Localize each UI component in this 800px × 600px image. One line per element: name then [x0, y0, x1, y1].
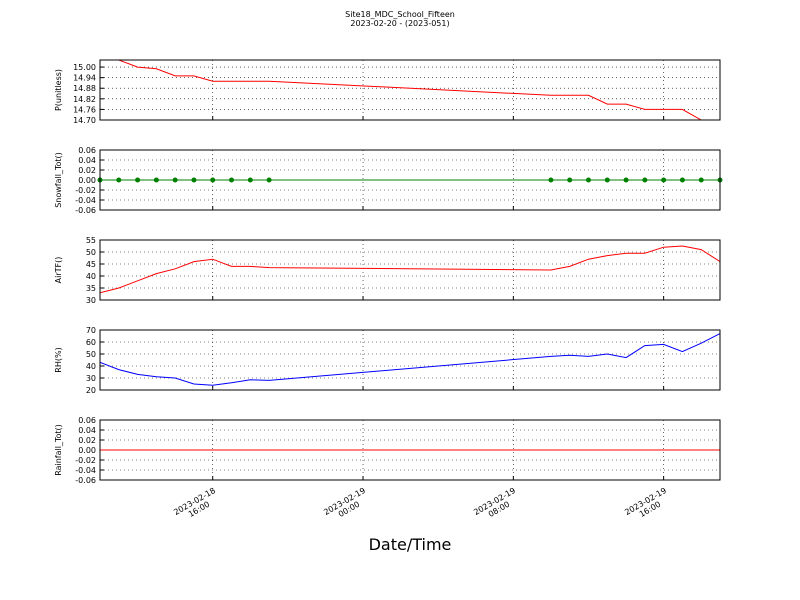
- y-tick-label: -0.06: [75, 206, 96, 215]
- y-tick-label: 0.02: [78, 166, 96, 175]
- data-point: [116, 177, 122, 183]
- data-point: [135, 177, 141, 183]
- y-tick-label: 14.82: [73, 95, 96, 104]
- y-tick-label: -0.04: [75, 466, 96, 475]
- y-tick-label: 45: [86, 260, 96, 269]
- data-point: [247, 177, 253, 183]
- data-point: [604, 177, 610, 183]
- y-tick-label: 0.00: [78, 446, 96, 455]
- y-tick-label: -0.02: [75, 456, 96, 465]
- y-tick-label: 0.00: [78, 176, 96, 185]
- chart-title: Site18_MDC_School_Fifteen: [345, 10, 455, 19]
- y-tick-label: 60: [86, 338, 96, 347]
- data-point: [642, 177, 648, 183]
- y-tick-label: 14.88: [73, 84, 96, 93]
- y-axis-label: Snowfall_Tot(): [54, 152, 63, 208]
- y-tick-label: 0.02: [78, 436, 96, 445]
- y-tick-label: 55: [86, 236, 96, 245]
- data-line: [100, 60, 720, 120]
- y-tick-label: 0.04: [78, 426, 96, 435]
- y-axis-label: P(unitless): [54, 69, 63, 111]
- data-point: [548, 177, 554, 183]
- data-point: [698, 177, 704, 183]
- y-tick-label: 14.94: [73, 74, 96, 83]
- data-point: [567, 177, 573, 183]
- data-line: [100, 333, 720, 386]
- y-tick-label: 14.76: [73, 105, 96, 114]
- data-point: [266, 177, 272, 183]
- y-axis-label: RH(%): [54, 347, 63, 372]
- y-tick-label: 14.70: [73, 116, 96, 125]
- y-tick-label: 15.00: [73, 63, 96, 72]
- y-tick-label: 70: [86, 326, 96, 335]
- y-tick-label: 40: [86, 272, 96, 281]
- data-point: [679, 177, 685, 183]
- y-axis-label: AirTF(): [54, 257, 63, 284]
- y-axis-label: Rainfall_Tot(): [54, 424, 63, 476]
- y-tick-label: 35: [86, 284, 96, 293]
- y-tick-label: 30: [86, 374, 96, 383]
- y-tick-label: 0.06: [78, 416, 96, 425]
- y-tick-label: 40: [86, 362, 96, 371]
- y-tick-label: -0.04: [75, 196, 96, 205]
- y-tick-label: 0.06: [78, 146, 96, 155]
- data-point: [229, 177, 235, 183]
- data-point: [210, 177, 216, 183]
- axes-frame: [99, 59, 721, 121]
- y-tick-label: -0.06: [75, 476, 96, 485]
- data-point: [191, 177, 197, 183]
- data-point: [153, 177, 159, 183]
- y-tick-label: 50: [86, 350, 96, 359]
- data-line: [100, 245, 720, 294]
- data-point: [585, 177, 591, 183]
- axes-frame: [99, 329, 721, 391]
- axes-frame: [99, 239, 721, 301]
- y-tick-label: -0.02: [75, 186, 96, 195]
- data-point: [661, 177, 667, 183]
- x-axis-label: Date/Time: [369, 535, 452, 554]
- data-point: [172, 177, 178, 183]
- data-point: [623, 177, 629, 183]
- y-tick-label: 0.04: [78, 156, 96, 165]
- y-tick-label: 50: [86, 248, 96, 257]
- axes-frame: [99, 419, 721, 481]
- chart-subtitle: 2023-02-20 - (2023-051): [350, 19, 449, 28]
- y-tick-label: 20: [86, 386, 96, 395]
- y-tick-label: 30: [86, 296, 96, 305]
- axes-frame: [99, 149, 721, 211]
